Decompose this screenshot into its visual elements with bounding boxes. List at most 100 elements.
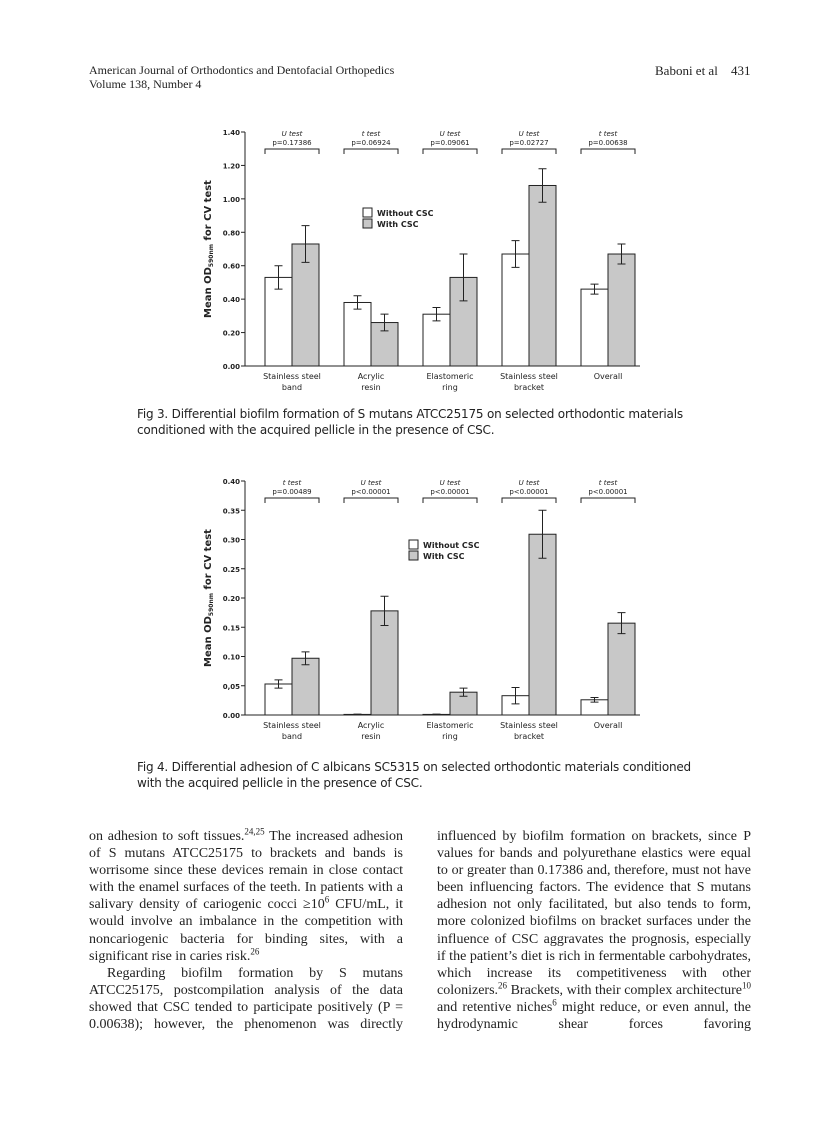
y-tick-label: 0.80 bbox=[223, 229, 240, 237]
text-run: CFU/mL, it would involve an imbalance in… bbox=[89, 897, 403, 964]
y-tick-label: 0.30 bbox=[223, 537, 240, 545]
error-bar bbox=[432, 307, 441, 322]
significance-bracket bbox=[343, 148, 399, 154]
x-tick-label: Overall bbox=[594, 372, 623, 381]
significance-bracket bbox=[422, 497, 478, 503]
test-name: t test bbox=[599, 479, 618, 487]
paragraph: Regarding biofilm formation by S mutans … bbox=[89, 965, 403, 1033]
y-tick-label: 0,05 bbox=[223, 683, 240, 691]
y-tick-label: 0.10 bbox=[223, 654, 240, 662]
y-axis-label-part: Mean OD bbox=[203, 616, 214, 667]
bar bbox=[343, 301, 372, 367]
text-run: on adhesion to soft tissues. bbox=[89, 829, 245, 844]
test-name: U test bbox=[440, 130, 461, 138]
y-axis-label-part: 590nm bbox=[208, 593, 215, 616]
p-value: p=0.00638 bbox=[588, 139, 627, 147]
error-bar bbox=[590, 696, 599, 703]
citation: 24,25 bbox=[244, 826, 265, 837]
text-run: Regarding biofilm formation by S mutans … bbox=[89, 965, 403, 1033]
p-value: p=0.09061 bbox=[430, 139, 469, 147]
bar bbox=[607, 622, 636, 716]
y-axis-label-part: Mean OD bbox=[203, 267, 214, 318]
paragraph: on adhesion to soft tissues.24,25 The in… bbox=[89, 826, 403, 965]
test-name: U test bbox=[282, 130, 303, 138]
error-bar bbox=[617, 243, 626, 265]
error-bar bbox=[301, 225, 310, 263]
text-column: influenced by biofilm formation on brack… bbox=[437, 828, 751, 1033]
significance-bracket bbox=[422, 148, 478, 154]
error-bar bbox=[511, 687, 520, 705]
bar bbox=[580, 288, 609, 367]
x-tick-label: ring bbox=[442, 732, 458, 741]
x-tick-label: Stainless steel bbox=[263, 721, 321, 730]
paragraph: influenced by biofilm formation on brack… bbox=[437, 828, 751, 1033]
bar bbox=[528, 533, 557, 716]
x-tick-label: Elastomeric bbox=[426, 372, 473, 381]
significance-bracket bbox=[580, 148, 636, 154]
bar bbox=[607, 253, 636, 367]
y-tick-label: 0.40 bbox=[223, 296, 240, 304]
bar bbox=[291, 243, 320, 367]
test-name: t test bbox=[599, 130, 618, 138]
x-tick-label: Stainless steel bbox=[500, 721, 558, 730]
y-tick-label: 0.25 bbox=[223, 566, 240, 574]
y-tick-label: 0.60 bbox=[223, 263, 240, 271]
text-run: and retentive niches bbox=[437, 999, 553, 1015]
error-bar bbox=[380, 595, 389, 626]
significance-bracket bbox=[501, 148, 557, 154]
x-tick-label: Acrylic bbox=[358, 721, 385, 730]
test-name: t test bbox=[362, 130, 381, 138]
y-tick-label: 1.20 bbox=[223, 162, 240, 170]
legend-swatch bbox=[408, 539, 419, 550]
p-value: p<0.00001 bbox=[509, 488, 548, 496]
bar bbox=[370, 610, 399, 716]
bar bbox=[264, 683, 293, 716]
text-run: The increased adhesion of S mutans ATCC2… bbox=[89, 829, 403, 913]
bar bbox=[264, 276, 293, 367]
y-tick-label: 1.40 bbox=[223, 129, 240, 137]
error-bar bbox=[459, 687, 468, 697]
bar bbox=[501, 253, 530, 367]
significance-bracket bbox=[580, 497, 636, 503]
legend-label: Without CSC bbox=[377, 209, 434, 218]
x-tick-label: band bbox=[282, 732, 302, 741]
citation: 10 bbox=[742, 980, 751, 991]
test-name: U test bbox=[361, 479, 382, 487]
x-tick-label: Overall bbox=[594, 721, 623, 730]
figure-caption: Fig 4. Differential adhesion of C albica… bbox=[137, 760, 691, 790]
test-name: t test bbox=[283, 479, 302, 487]
y-tick-label: 1.00 bbox=[223, 196, 240, 204]
p-value: p=0.06924 bbox=[351, 139, 391, 147]
text-run: might reduce, or even annul, the hydrody… bbox=[437, 999, 751, 1033]
chart: 0.00 0,05 0.10 0.15 0.20 0.25 0.30 0.35 0.40 Mean… bbox=[203, 478, 640, 741]
bar bbox=[291, 657, 320, 716]
citation: 26 bbox=[250, 946, 260, 956]
chart: 0.00 0.20 0.40 0.60 0.80 1.00 1.20 1.40 Mean OD5… bbox=[203, 129, 640, 392]
x-tick-label: Stainless steel bbox=[500, 372, 558, 381]
legend-swatch bbox=[362, 207, 373, 218]
significance-bracket bbox=[501, 497, 557, 503]
error-bar bbox=[617, 612, 626, 635]
y-tick-label: 0.00 bbox=[223, 363, 240, 371]
x-tick-label: resin bbox=[361, 383, 381, 392]
error-bar bbox=[538, 168, 547, 203]
text-column: on adhesion to soft tissues.24,25 The in… bbox=[89, 826, 403, 1033]
y-tick-label: 0.20 bbox=[223, 595, 240, 603]
error-bar bbox=[274, 265, 283, 290]
authors: Baboni et al bbox=[655, 63, 718, 78]
error-bar bbox=[538, 509, 547, 559]
error-bar bbox=[353, 295, 362, 310]
journal-title: American Journal of Orthodontics and Den… bbox=[89, 63, 395, 77]
volume: Volume 138, Number 4 bbox=[89, 77, 202, 91]
x-tick-label: resin bbox=[361, 732, 381, 741]
legend-label: With CSC bbox=[377, 220, 419, 229]
y-axis-label-part: 590nm bbox=[208, 244, 215, 267]
citation: 26 bbox=[498, 980, 508, 991]
legend-swatch bbox=[408, 550, 419, 561]
error-bar bbox=[511, 240, 520, 268]
significance-bracket bbox=[343, 497, 399, 503]
significance-bracket bbox=[264, 148, 320, 154]
y-tick-label: 0.15 bbox=[223, 624, 240, 632]
error-bar bbox=[590, 283, 599, 295]
